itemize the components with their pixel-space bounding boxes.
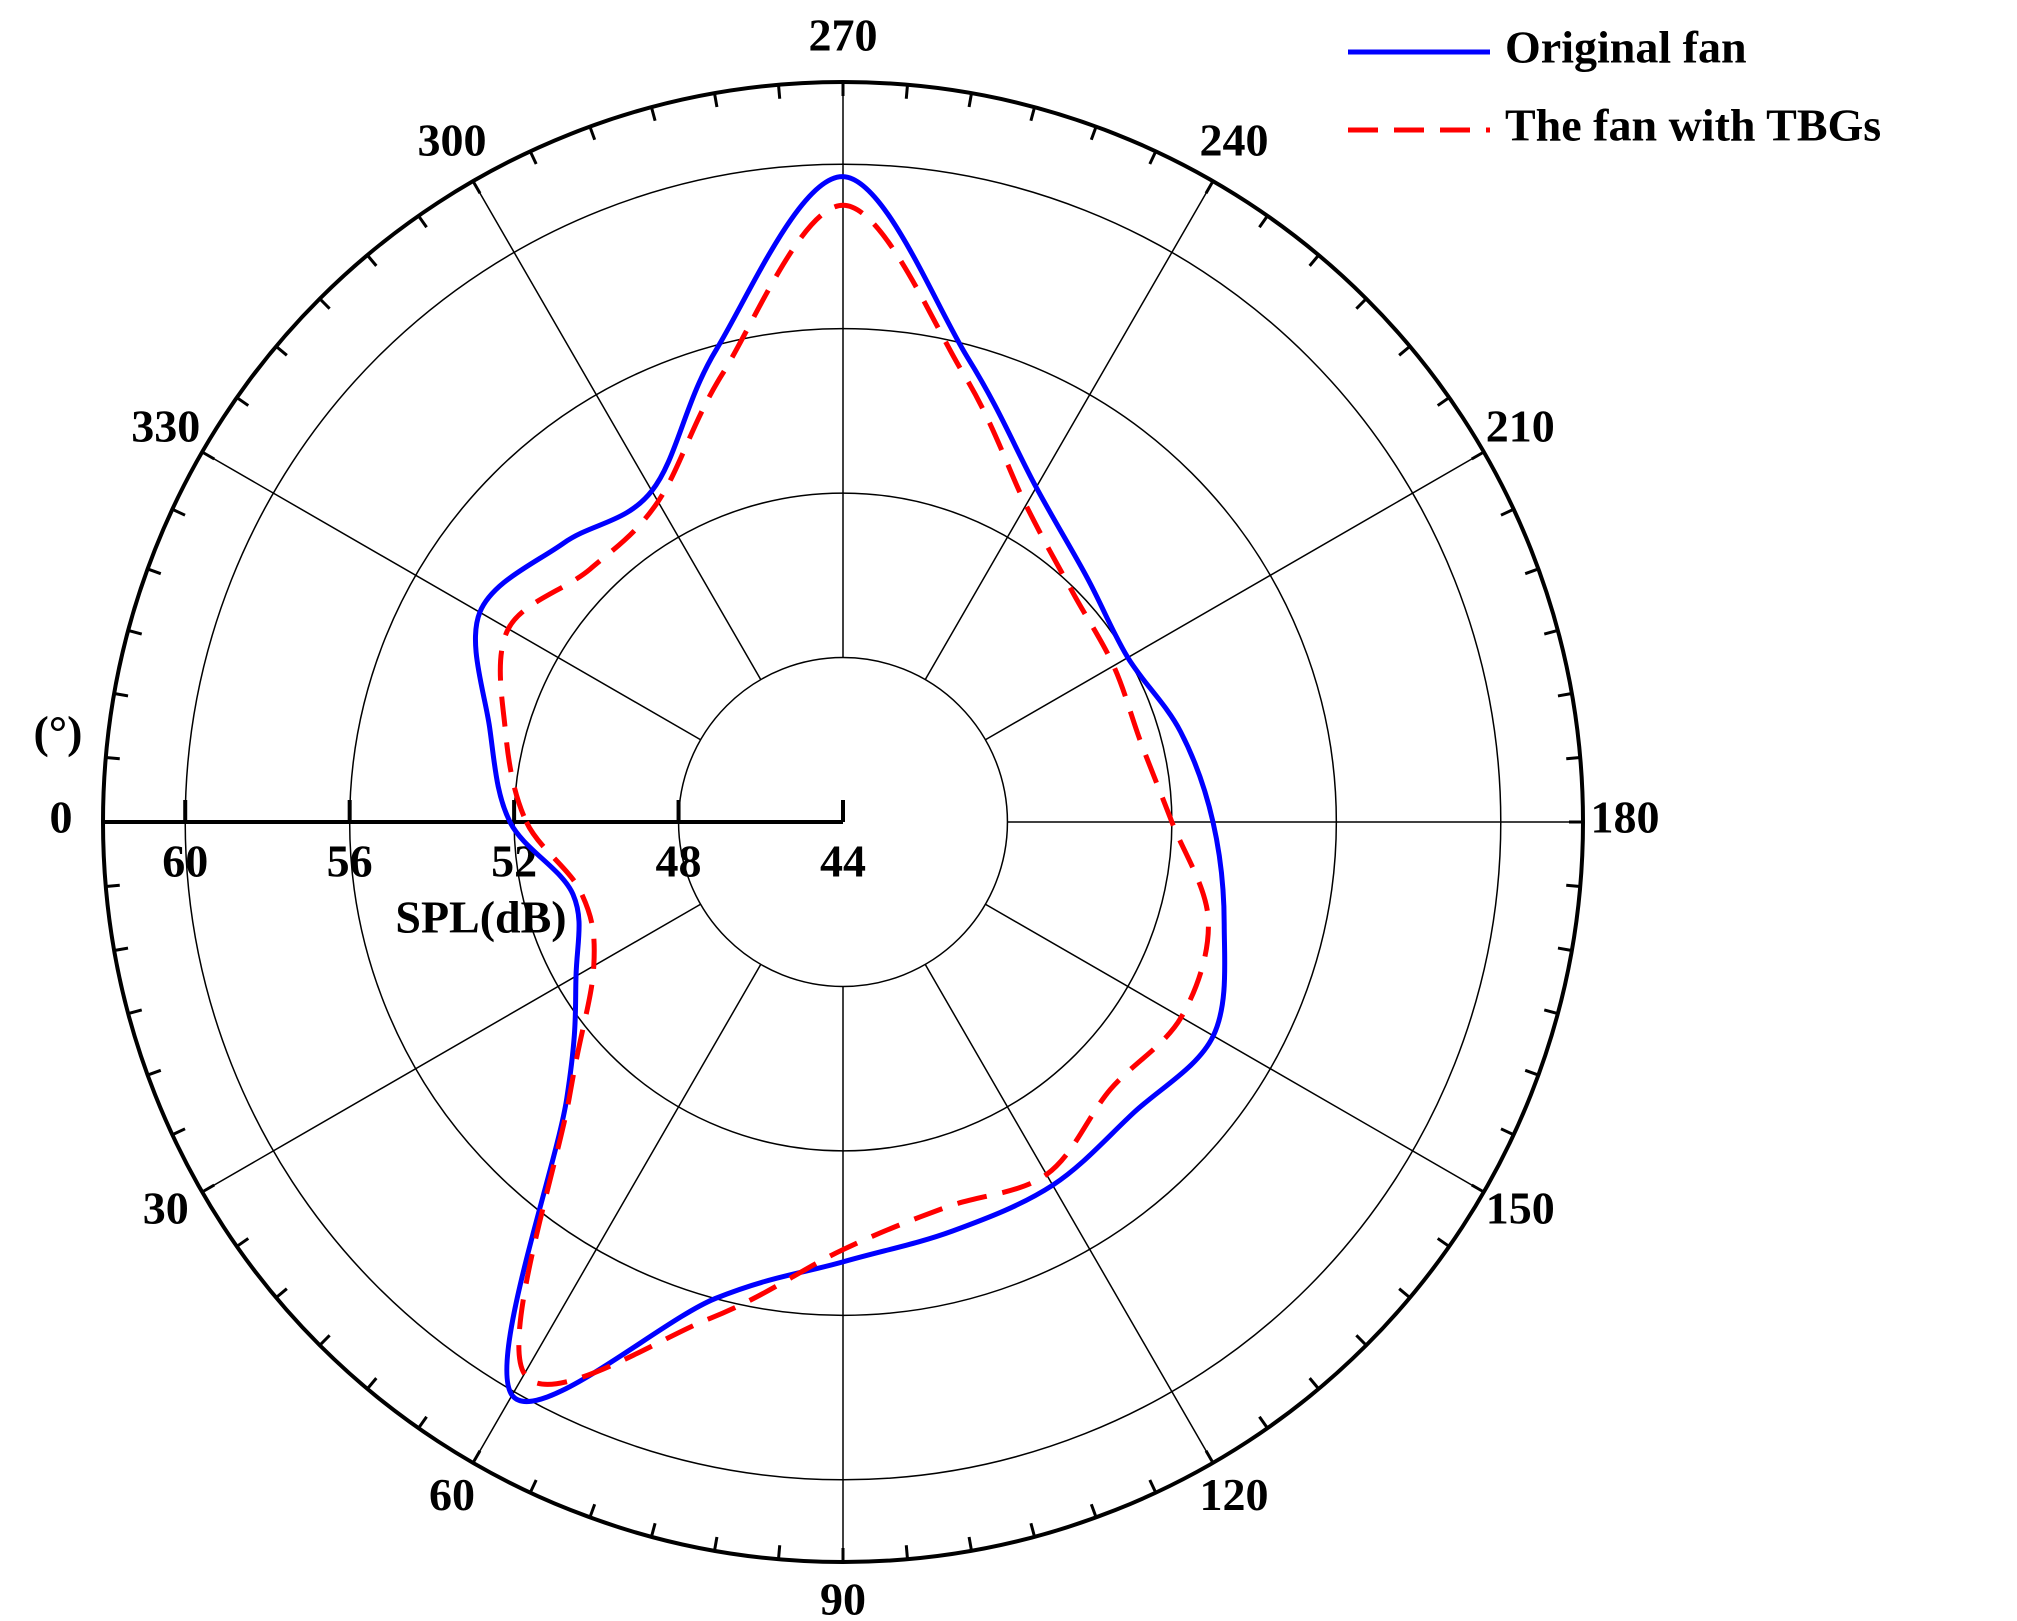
spoke [201,451,701,741]
minor-tick [171,507,186,517]
minor-tick [1148,1479,1158,1494]
minor-tick [127,1008,143,1015]
minor-tick [275,1287,288,1299]
minor-tick [147,1068,162,1077]
minor-tick [127,629,143,636]
minor-tick [1557,946,1573,952]
minor-tick [1500,1127,1515,1137]
minor-tick [967,1536,973,1552]
minor-tick [1524,567,1539,576]
minor-tick [1398,1287,1411,1299]
r-tick-label: 52 [491,836,537,887]
minor-tick [588,126,597,141]
minor-tick [528,1479,538,1494]
minor-tick [1029,106,1036,122]
spoke [985,451,1485,741]
minor-tick [147,567,162,576]
angle-tick-label: 120 [1200,1469,1269,1520]
minor-tick [777,84,782,99]
minor-tick [1148,150,1158,165]
minor-tick [1436,1237,1451,1248]
angle-tick-label: 240 [1200,114,1269,165]
angle-tick-label: 210 [1486,401,1555,452]
minor-tick [417,214,428,229]
minor-tick [904,1545,909,1560]
legend-label: Original fan [1505,22,1747,73]
minor-tick [105,756,120,761]
minor-tick [1258,214,1269,229]
minor-tick [1500,507,1515,517]
legend-label: The fan with TBGs [1505,100,1881,151]
spoke [472,964,762,1464]
minor-tick [1524,1068,1539,1077]
minor-tick [1398,345,1411,357]
minor-tick [275,345,288,357]
spoke [472,180,762,680]
r-axis-label: SPL(dB) [395,892,566,943]
minor-tick [1029,1522,1036,1538]
angle-tick-label: 90 [820,1574,866,1621]
minor-tick [1436,396,1451,407]
minor-tick [235,1237,250,1248]
minor-tick [1355,297,1368,310]
minor-tick [366,1377,378,1390]
spoke [201,903,701,1193]
minor-tick [650,106,657,122]
minor-tick [318,297,331,310]
angle-unit-label: (°) [33,707,82,758]
angle-tick-label: 60 [429,1469,475,1520]
minor-tick [713,1536,719,1552]
angle-tick-label: 300 [418,114,487,165]
spoke [924,964,1214,1464]
minor-tick [713,92,719,108]
minor-tick [417,1415,428,1430]
angle-tick-label: 330 [131,401,200,452]
r-tick-label: 44 [820,836,866,887]
minor-tick [235,396,250,407]
minor-tick [171,1127,186,1137]
minor-tick [650,1522,657,1538]
minor-tick [1089,126,1098,141]
r-tick-label: 56 [327,836,373,887]
spoke [924,180,1214,680]
minor-tick [1089,1503,1098,1518]
angle-tick-label: 270 [809,10,878,61]
r-tick-label: 48 [656,836,702,887]
minor-tick [1543,629,1559,636]
minor-tick [1308,254,1320,267]
angle-tick-label: 150 [1486,1183,1555,1234]
minor-tick [528,150,538,165]
angle-tick-label: 30 [143,1183,189,1234]
spoke [985,903,1485,1193]
r-tick-label: 60 [162,836,208,887]
minor-tick [588,1503,597,1518]
minor-tick [318,1334,331,1347]
minor-tick [113,692,129,698]
minor-tick [1258,1415,1269,1430]
minor-tick [967,92,973,108]
minor-tick [1308,1377,1320,1390]
minor-tick [777,1545,782,1560]
angle-tick-label: 180 [1591,792,1660,843]
minor-tick [1543,1008,1559,1015]
minor-tick [1566,883,1581,888]
minor-tick [1557,692,1573,698]
minor-tick [105,883,120,888]
minor-tick [904,84,909,99]
minor-tick [1566,756,1581,761]
angle-tick-label: 0 [50,792,73,843]
minor-tick [366,254,378,267]
minor-tick [1355,1334,1368,1347]
minor-tick [113,946,129,952]
series-line [472,174,1228,1404]
series-line [497,202,1211,1387]
